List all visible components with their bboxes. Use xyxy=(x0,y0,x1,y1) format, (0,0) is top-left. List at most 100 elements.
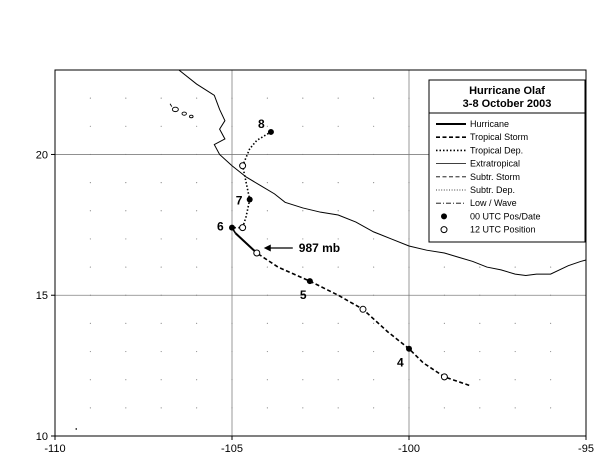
map-frame xyxy=(54,69,587,437)
grid-dot xyxy=(550,266,552,268)
track-segment-tropical-storm xyxy=(256,252,470,387)
grid-dot xyxy=(196,125,198,127)
grid-dot xyxy=(302,350,304,353)
grid-dot xyxy=(337,97,339,99)
pressure-annotation: 987 mb xyxy=(263,241,340,255)
position-00utc-marker xyxy=(406,345,412,352)
grid-dot xyxy=(373,322,375,324)
grid-dot xyxy=(196,182,198,184)
grid-dot xyxy=(266,322,268,324)
grid-dot xyxy=(373,379,375,381)
grid-dot xyxy=(125,266,127,268)
grid-dot xyxy=(373,210,375,212)
grid-dot xyxy=(337,182,339,184)
grid-dot xyxy=(373,407,375,409)
grid-dot xyxy=(337,266,339,268)
legend-label: 12 UTC Position xyxy=(470,225,536,235)
grid-dot xyxy=(550,322,552,324)
legend-items: Hurricane Tropical Storm Tropical Dep. Extr… xyxy=(436,119,541,235)
map-border xyxy=(54,69,587,437)
grid-dot xyxy=(160,238,162,240)
grid-dot xyxy=(266,97,268,99)
grid-dot xyxy=(302,407,304,409)
grid-dot xyxy=(302,125,304,127)
grid-dot xyxy=(266,266,268,268)
track-positions: 4 5 67 8 xyxy=(217,117,448,381)
grid-dot xyxy=(89,238,91,240)
grid-dot xyxy=(479,379,481,381)
grid-dot xyxy=(302,238,304,240)
position-00utc-marker xyxy=(246,196,253,203)
grid-dot xyxy=(266,350,268,353)
track-segment-tropical-dep xyxy=(241,131,272,228)
grid-dot xyxy=(302,322,304,324)
position-12utc-marker xyxy=(359,305,367,313)
grid-dot xyxy=(337,238,339,240)
y-tick-label: 20 xyxy=(36,149,48,161)
legend-label: Extratropical xyxy=(470,159,520,169)
date-label-5: 5 xyxy=(300,288,307,302)
pressure-arrowhead xyxy=(263,244,271,252)
y-tick-label: 15 xyxy=(36,290,48,302)
coastline-mainland xyxy=(178,69,587,277)
legend-box xyxy=(428,79,586,243)
grid-dot xyxy=(266,379,268,381)
grid-dot xyxy=(373,125,375,127)
grid-dot xyxy=(302,97,304,99)
position-00utc-marker xyxy=(267,128,274,135)
grid-dot xyxy=(160,379,162,381)
grid-dot xyxy=(89,210,91,212)
grid-dot xyxy=(160,97,162,99)
grid-dot xyxy=(443,350,445,353)
grid-dot xyxy=(337,322,339,324)
grid-dot xyxy=(266,407,268,409)
coastline xyxy=(75,69,587,430)
legend: Hurricane Olaf 3-8 October 2003 Hurrican… xyxy=(428,79,586,243)
date-label-7: 7 xyxy=(236,194,243,208)
grid-dot xyxy=(125,350,127,353)
grid-dot xyxy=(373,350,375,353)
grid-dot xyxy=(479,322,481,324)
legend-title: Hurricane Olaf xyxy=(469,85,545,97)
grid-dot xyxy=(479,266,481,268)
grid-dot xyxy=(196,350,198,353)
grid-dot xyxy=(337,210,339,212)
grid-dot xyxy=(89,125,91,127)
grid-dot xyxy=(443,407,445,409)
grid-dot xyxy=(373,238,375,240)
grid-dot xyxy=(373,182,375,184)
position-12utc-marker xyxy=(239,224,247,232)
grid-dot xyxy=(514,350,516,353)
grid-dot xyxy=(196,266,198,268)
grid-dot xyxy=(373,266,375,268)
pressure-label: 987 mb xyxy=(299,241,340,255)
position-12utc-marker xyxy=(253,249,261,257)
grid-dot xyxy=(196,238,198,240)
y-tick-label: 10 xyxy=(36,431,48,443)
grid-dot xyxy=(89,97,91,99)
grid-dot xyxy=(479,350,481,353)
grid-dot xyxy=(196,379,198,381)
grid-dot xyxy=(160,322,162,324)
grid-dot xyxy=(89,350,91,353)
grid-dot xyxy=(196,407,198,409)
grid-dot xyxy=(302,379,304,381)
grid-dot xyxy=(196,210,198,212)
position-00utc-marker xyxy=(306,278,313,285)
track-segment-hurricane xyxy=(234,232,258,254)
x-tick-label: -105 xyxy=(221,443,243,455)
legend-swatch-filled-dot xyxy=(441,213,447,220)
grid-dot xyxy=(550,407,552,409)
legend-label: Subtr. Storm xyxy=(470,172,520,182)
grid-dot xyxy=(266,182,268,184)
legend-label: 00 UTC Pos/Date xyxy=(470,211,541,221)
legend-subtitle: 3-8 October 2003 xyxy=(463,98,552,110)
grid-dot xyxy=(302,182,304,184)
grid-dot xyxy=(160,407,162,409)
grid-dot xyxy=(125,379,127,381)
grid-dot xyxy=(337,407,339,409)
grid-dot xyxy=(550,350,552,353)
grid-dot xyxy=(514,266,516,268)
position-12utc-marker xyxy=(239,162,247,170)
